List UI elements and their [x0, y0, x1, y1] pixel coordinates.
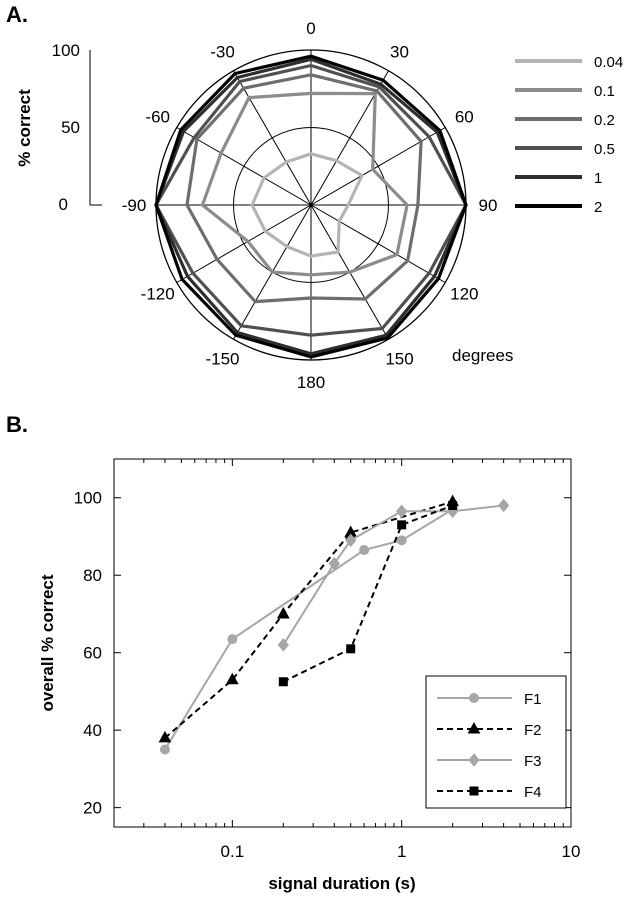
polar-spoke	[176, 127, 312, 206]
plot-frame	[113, 458, 572, 828]
series-line	[164, 508, 454, 751]
polar-series-line	[154, 57, 468, 356]
diamond-marker	[328, 556, 340, 571]
angle-tick-label: -90	[122, 196, 147, 215]
angle-tick-label: 30	[390, 43, 409, 62]
polar-series-line	[250, 152, 364, 258]
angle-tick-label: -30	[210, 43, 235, 62]
r-tick-100: 100	[52, 41, 80, 60]
y-tick-label: 100	[74, 489, 102, 508]
legend-label: F1	[524, 691, 542, 708]
angle-tick-label: 150	[385, 349, 413, 368]
series-line	[164, 500, 453, 739]
legend-label: 1	[594, 170, 602, 187]
polar-angle-labels: 0 30 60 90 120 150 180 -150 -120 -90 -60 -30	[122, 19, 498, 392]
legend-label: 0.2	[594, 112, 615, 129]
polar-spoke	[176, 204, 312, 283]
line-series	[158, 494, 510, 755]
legend-label: F3	[524, 753, 542, 770]
panel-a-ylabel: % correct	[15, 89, 34, 167]
angle-tick-label: -150	[205, 349, 239, 368]
x-tick-label: 1	[397, 842, 406, 861]
legend-label: 0.04	[594, 54, 623, 71]
series-line	[282, 504, 504, 646]
polar-legend: 0.04 0.1 0.2 0.5 1 2	[515, 54, 623, 216]
diamond-marker	[396, 504, 408, 519]
series-F3	[277, 498, 510, 652]
triangle-marker	[226, 672, 239, 685]
legend-label: F4	[524, 784, 542, 801]
series-F1	[159, 504, 458, 755]
square-marker	[346, 644, 356, 654]
series-F4	[278, 500, 458, 687]
diamond-marker	[277, 638, 289, 652]
diamond-marker	[345, 533, 357, 548]
legend-label: 0.5	[594, 141, 615, 158]
square-marker	[278, 677, 288, 687]
r-tick-50: 50	[61, 118, 80, 137]
polar-series-line	[200, 91, 409, 277]
degrees-unit-label: degrees	[452, 346, 513, 365]
legend-label: 0.1	[594, 83, 615, 100]
polar-spoke	[310, 127, 446, 206]
y-tick-label: 20	[83, 799, 102, 818]
diamond-marker	[468, 753, 480, 767]
angle-tick-label: 90	[479, 196, 498, 215]
polar-spoke	[310, 204, 446, 283]
y-tick-label: 80	[83, 566, 102, 585]
x-tick-label: 10	[562, 842, 581, 861]
panel-b-ylabel: overall % correct	[38, 574, 57, 711]
series-line	[282, 504, 453, 683]
triangle-marker	[276, 606, 290, 619]
panel-b-label: B.	[6, 412, 28, 437]
line-legend: F1 F2 F3 F4	[437, 691, 542, 801]
polar-spoke	[233, 70, 312, 206]
polar-series-line	[185, 73, 423, 304]
angle-tick-label: 180	[297, 373, 325, 392]
line-axes-ticks: 0.1 1 10 20 40 60 80 100	[74, 459, 581, 861]
circle-marker	[359, 545, 370, 556]
angle-tick-label: -60	[145, 108, 170, 127]
angle-tick-label: 0	[306, 19, 315, 38]
line-legend-box	[425, 675, 567, 809]
polar-series	[154, 54, 468, 359]
y-tick-label: 40	[83, 721, 102, 740]
triangle-marker	[467, 721, 481, 734]
circle-marker	[159, 744, 170, 755]
legend-label: 2	[594, 199, 602, 216]
square-marker	[448, 500, 458, 510]
r-tick-0: 0	[59, 195, 68, 214]
polar-series-line	[154, 63, 468, 337]
legend-label: F2	[524, 722, 542, 739]
angle-tick-label: 120	[450, 285, 478, 304]
square-marker	[469, 786, 479, 796]
panel-b-xlabel: signal duration (s)	[268, 874, 415, 893]
angle-tick-label: -120	[141, 285, 175, 304]
y-tick-label: 60	[83, 644, 102, 663]
square-marker	[397, 520, 407, 530]
panel-a-label: A.	[6, 2, 28, 27]
polar-series-line	[154, 54, 468, 359]
circle-marker	[396, 535, 407, 546]
circle-marker	[227, 634, 238, 645]
polar-radial-axis: 100 50 0 % correct	[15, 41, 102, 214]
triangle-marker	[158, 730, 172, 743]
angle-tick-label: 60	[455, 108, 474, 127]
x-tick-label: 0.1	[221, 842, 245, 861]
diamond-marker	[497, 498, 510, 513]
circle-marker	[469, 693, 479, 703]
